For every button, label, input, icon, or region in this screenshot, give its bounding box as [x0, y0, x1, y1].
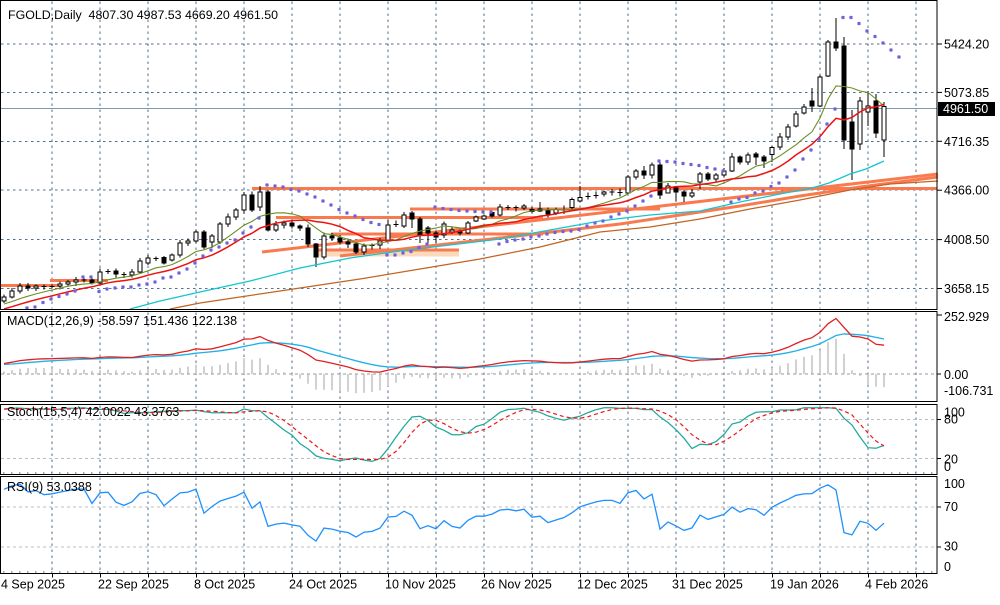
- svg-text:31 Dec 2025: 31 Dec 2025: [672, 578, 743, 592]
- svg-text:0.00: 0.00: [944, 368, 968, 382]
- svg-text:5424.20: 5424.20: [944, 38, 989, 52]
- svg-text:20: 20: [944, 453, 958, 467]
- svg-text:Stoch(15,5,4) 42.0022 43.3763: Stoch(15,5,4) 42.0022 43.3763: [7, 405, 179, 419]
- svg-text:0: 0: [944, 460, 951, 474]
- svg-text:26 Nov 2025: 26 Nov 2025: [481, 578, 552, 592]
- svg-text:3658.15: 3658.15: [944, 282, 989, 296]
- svg-text:4716.35: 4716.35: [944, 135, 989, 149]
- svg-text:12 Dec 2025: 12 Dec 2025: [577, 578, 648, 592]
- svg-text:4 Feb 2026: 4 Feb 2026: [865, 578, 928, 592]
- svg-text:RSI(9) 53.0388: RSI(9) 53.0388: [7, 480, 92, 494]
- svg-text:FGOLD,Daily 4807.30 4987.53 4: FGOLD,Daily 4807.30 4987.53 4669.20 4961…: [8, 8, 278, 22]
- svg-text:4 Sep 2025: 4 Sep 2025: [1, 578, 65, 592]
- svg-text:22 Sep 2025: 22 Sep 2025: [98, 578, 169, 592]
- svg-text:80: 80: [944, 413, 958, 427]
- svg-text:30: 30: [944, 540, 958, 554]
- svg-text:252.929: 252.929: [944, 310, 989, 324]
- svg-text:4366.00: 4366.00: [944, 184, 989, 198]
- svg-text:4008.50: 4008.50: [944, 233, 989, 247]
- svg-text:70: 70: [944, 500, 958, 514]
- svg-text:10 Nov 2025: 10 Nov 2025: [385, 578, 456, 592]
- svg-text:8 Oct 2025: 8 Oct 2025: [194, 578, 255, 592]
- svg-text:24 Oct 2025: 24 Oct 2025: [289, 578, 357, 592]
- svg-text:100: 100: [944, 477, 965, 491]
- svg-text:5073.85: 5073.85: [944, 86, 989, 100]
- svg-text:100: 100: [944, 406, 965, 420]
- svg-text:MACD(12,26,9) -58.597 151.436: MACD(12,26,9) -58.597 151.436 122.138: [7, 314, 237, 328]
- svg-text:-106.731: -106.731: [944, 384, 993, 398]
- svg-text:19 Jan 2026: 19 Jan 2026: [770, 578, 839, 592]
- svg-text:0: 0: [944, 560, 951, 574]
- svg-text:4961.50: 4961.50: [943, 102, 988, 116]
